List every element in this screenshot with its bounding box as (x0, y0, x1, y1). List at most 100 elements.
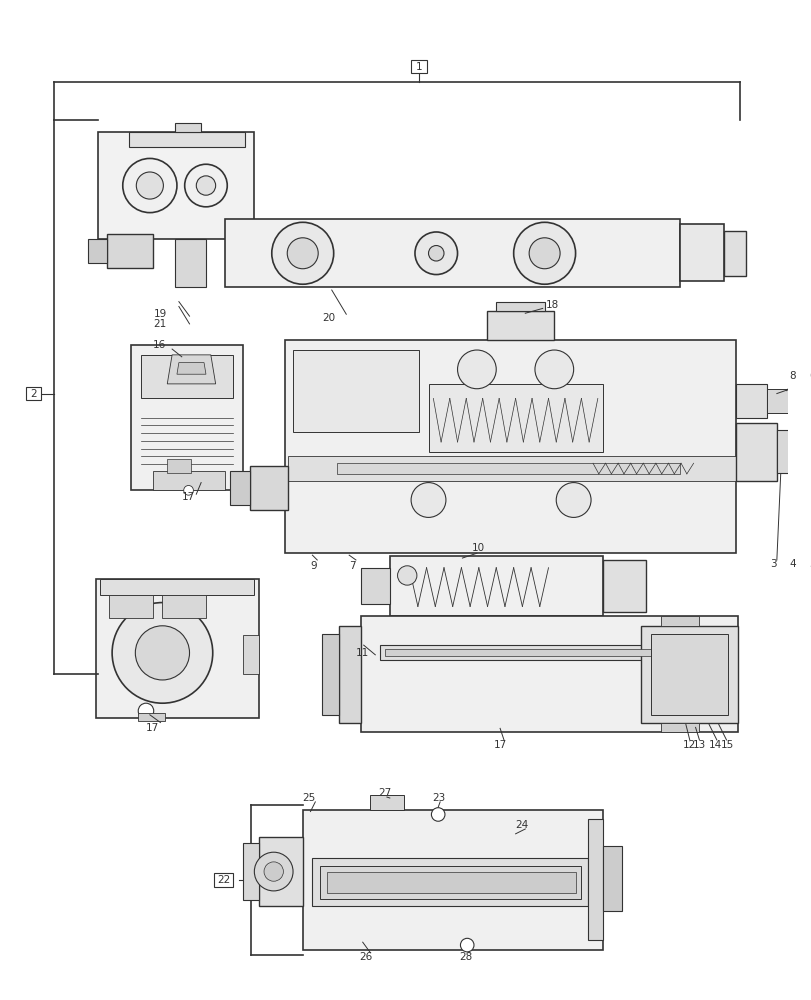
Polygon shape (109, 595, 152, 618)
Text: 19: 19 (153, 309, 167, 319)
Polygon shape (660, 723, 698, 732)
Polygon shape (312, 858, 587, 906)
Polygon shape (88, 239, 107, 263)
Polygon shape (337, 463, 680, 474)
Polygon shape (587, 819, 602, 940)
Text: 3: 3 (769, 559, 776, 569)
Text: 4: 4 (788, 559, 795, 569)
Text: 15: 15 (720, 740, 733, 750)
Circle shape (138, 703, 153, 719)
Polygon shape (776, 430, 796, 473)
Polygon shape (428, 384, 602, 452)
Polygon shape (167, 459, 191, 473)
Text: 5: 5 (808, 559, 811, 569)
Polygon shape (360, 568, 389, 604)
Circle shape (264, 862, 283, 881)
Polygon shape (602, 560, 646, 612)
Circle shape (135, 626, 189, 680)
Text: 9: 9 (310, 561, 317, 571)
Polygon shape (162, 595, 206, 618)
Polygon shape (796, 434, 811, 469)
Polygon shape (723, 231, 745, 276)
Polygon shape (285, 340, 736, 553)
Polygon shape (736, 423, 776, 481)
Text: 13: 13 (692, 740, 705, 750)
Circle shape (457, 350, 496, 389)
Polygon shape (660, 616, 698, 626)
Circle shape (460, 938, 474, 952)
Circle shape (556, 483, 590, 517)
Polygon shape (97, 132, 254, 239)
Polygon shape (293, 350, 418, 432)
Polygon shape (320, 866, 581, 899)
Text: 16: 16 (152, 340, 165, 350)
Polygon shape (138, 713, 165, 721)
Bar (213, 873, 233, 887)
Circle shape (410, 483, 445, 517)
Polygon shape (288, 456, 736, 481)
Polygon shape (100, 579, 254, 595)
Polygon shape (327, 872, 575, 893)
Polygon shape (766, 389, 796, 413)
Circle shape (122, 158, 177, 213)
Circle shape (254, 852, 293, 891)
Text: 17: 17 (494, 740, 507, 750)
Text: 17: 17 (146, 723, 159, 733)
Polygon shape (303, 810, 602, 950)
Polygon shape (175, 239, 206, 287)
Text: 26: 26 (358, 952, 371, 962)
Circle shape (414, 232, 457, 275)
Polygon shape (131, 345, 242, 490)
Circle shape (183, 485, 193, 495)
Text: 20: 20 (322, 313, 335, 323)
Text: 23: 23 (431, 793, 445, 803)
Circle shape (397, 566, 416, 585)
Polygon shape (496, 302, 544, 311)
Circle shape (184, 164, 227, 207)
Text: 18: 18 (545, 300, 558, 310)
Polygon shape (380, 645, 718, 660)
Text: 10: 10 (471, 543, 485, 553)
Text: 17: 17 (182, 492, 195, 502)
Text: 14: 14 (708, 740, 722, 750)
Text: 25: 25 (303, 793, 315, 803)
Polygon shape (128, 132, 244, 147)
Polygon shape (249, 466, 288, 510)
Circle shape (287, 238, 318, 269)
Polygon shape (242, 635, 259, 674)
Polygon shape (107, 234, 152, 268)
Circle shape (513, 222, 575, 284)
Text: 2: 2 (30, 389, 37, 399)
Polygon shape (339, 626, 360, 723)
Polygon shape (141, 355, 233, 398)
Polygon shape (242, 843, 259, 900)
Text: 12: 12 (682, 740, 695, 750)
Polygon shape (486, 311, 554, 340)
Text: 27: 27 (378, 788, 391, 798)
Polygon shape (680, 224, 723, 281)
Text: 7: 7 (349, 561, 355, 571)
Text: 24: 24 (515, 820, 528, 830)
Polygon shape (322, 634, 339, 715)
Text: 11: 11 (355, 648, 369, 658)
Circle shape (529, 238, 560, 269)
Text: 8: 8 (788, 371, 795, 381)
Polygon shape (96, 579, 259, 718)
Polygon shape (225, 219, 680, 287)
Circle shape (136, 172, 163, 199)
Polygon shape (177, 363, 206, 374)
Circle shape (534, 350, 573, 389)
Polygon shape (175, 123, 201, 132)
Polygon shape (736, 384, 766, 418)
Polygon shape (152, 471, 225, 490)
Polygon shape (370, 795, 404, 810)
Bar (410, 60, 426, 73)
Circle shape (428, 246, 444, 261)
Polygon shape (230, 471, 249, 505)
Circle shape (272, 222, 333, 284)
Polygon shape (167, 355, 216, 384)
Polygon shape (259, 837, 303, 906)
Circle shape (112, 603, 212, 703)
Bar (26, 387, 41, 400)
Polygon shape (641, 626, 737, 723)
